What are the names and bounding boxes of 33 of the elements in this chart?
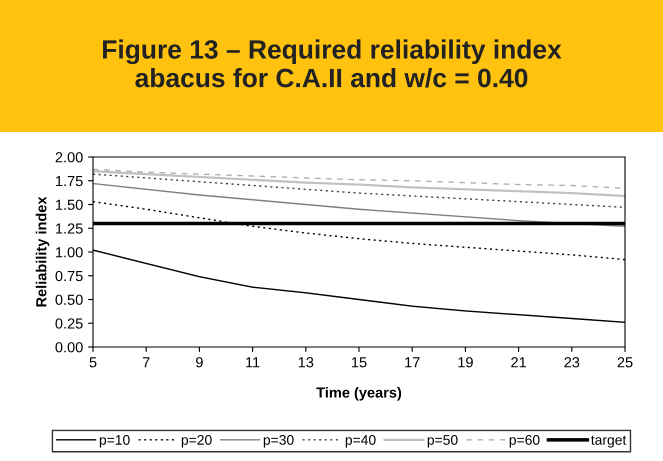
- y-tick-label: 0.50: [55, 294, 83, 305]
- y-tick-label: 1.25: [56, 223, 83, 234]
- legend-label: p=30: [264, 435, 294, 448]
- y-tick-label: 0.75: [55, 270, 83, 282]
- line-series: [93, 173, 625, 208]
- x-tick-label: 15: [352, 357, 366, 368]
- x-tick-label: 9: [196, 357, 203, 368]
- x-tick-label: 19: [458, 357, 473, 368]
- y-axis-title: Reliability index: [36, 196, 50, 307]
- y-tick-label: 0.25: [55, 318, 83, 329]
- chart-title: Figure 13 – Required reliability index abacus for C.A.II and w/c = 0.40: [103, 39, 562, 88]
- x-tick-label: 23: [564, 357, 580, 368]
- x-tick-label: 7: [142, 357, 150, 368]
- legend-label: p=60: [510, 435, 540, 448]
- x-tick-label: 13: [298, 357, 314, 368]
- x-tick-label: 11: [246, 357, 260, 368]
- y-tick-label: 1.75: [56, 176, 83, 186]
- x-axis-title: Time (years): [316, 386, 402, 401]
- y-tick-label: 0.00: [55, 342, 83, 352]
- y-tick-label: 1.00: [56, 247, 83, 258]
- x-tick-label: 21: [511, 357, 526, 368]
- legend-label: p=10: [100, 435, 130, 448]
- x-tick-label: 17: [405, 357, 420, 368]
- legend-label: target: [591, 436, 626, 448]
- y-tick-label: 1.50: [56, 200, 83, 210]
- y-tick-label: 2.00: [56, 152, 83, 162]
- legend-label: p=50: [428, 435, 458, 448]
- line-series: [93, 182, 625, 228]
- x-tick-label: 5: [90, 357, 96, 368]
- legend-label: p=40: [346, 435, 376, 448]
- line-series: [93, 170, 625, 198]
- legend-label: p=20: [182, 435, 212, 448]
- x-tick-label: 25: [618, 357, 632, 368]
